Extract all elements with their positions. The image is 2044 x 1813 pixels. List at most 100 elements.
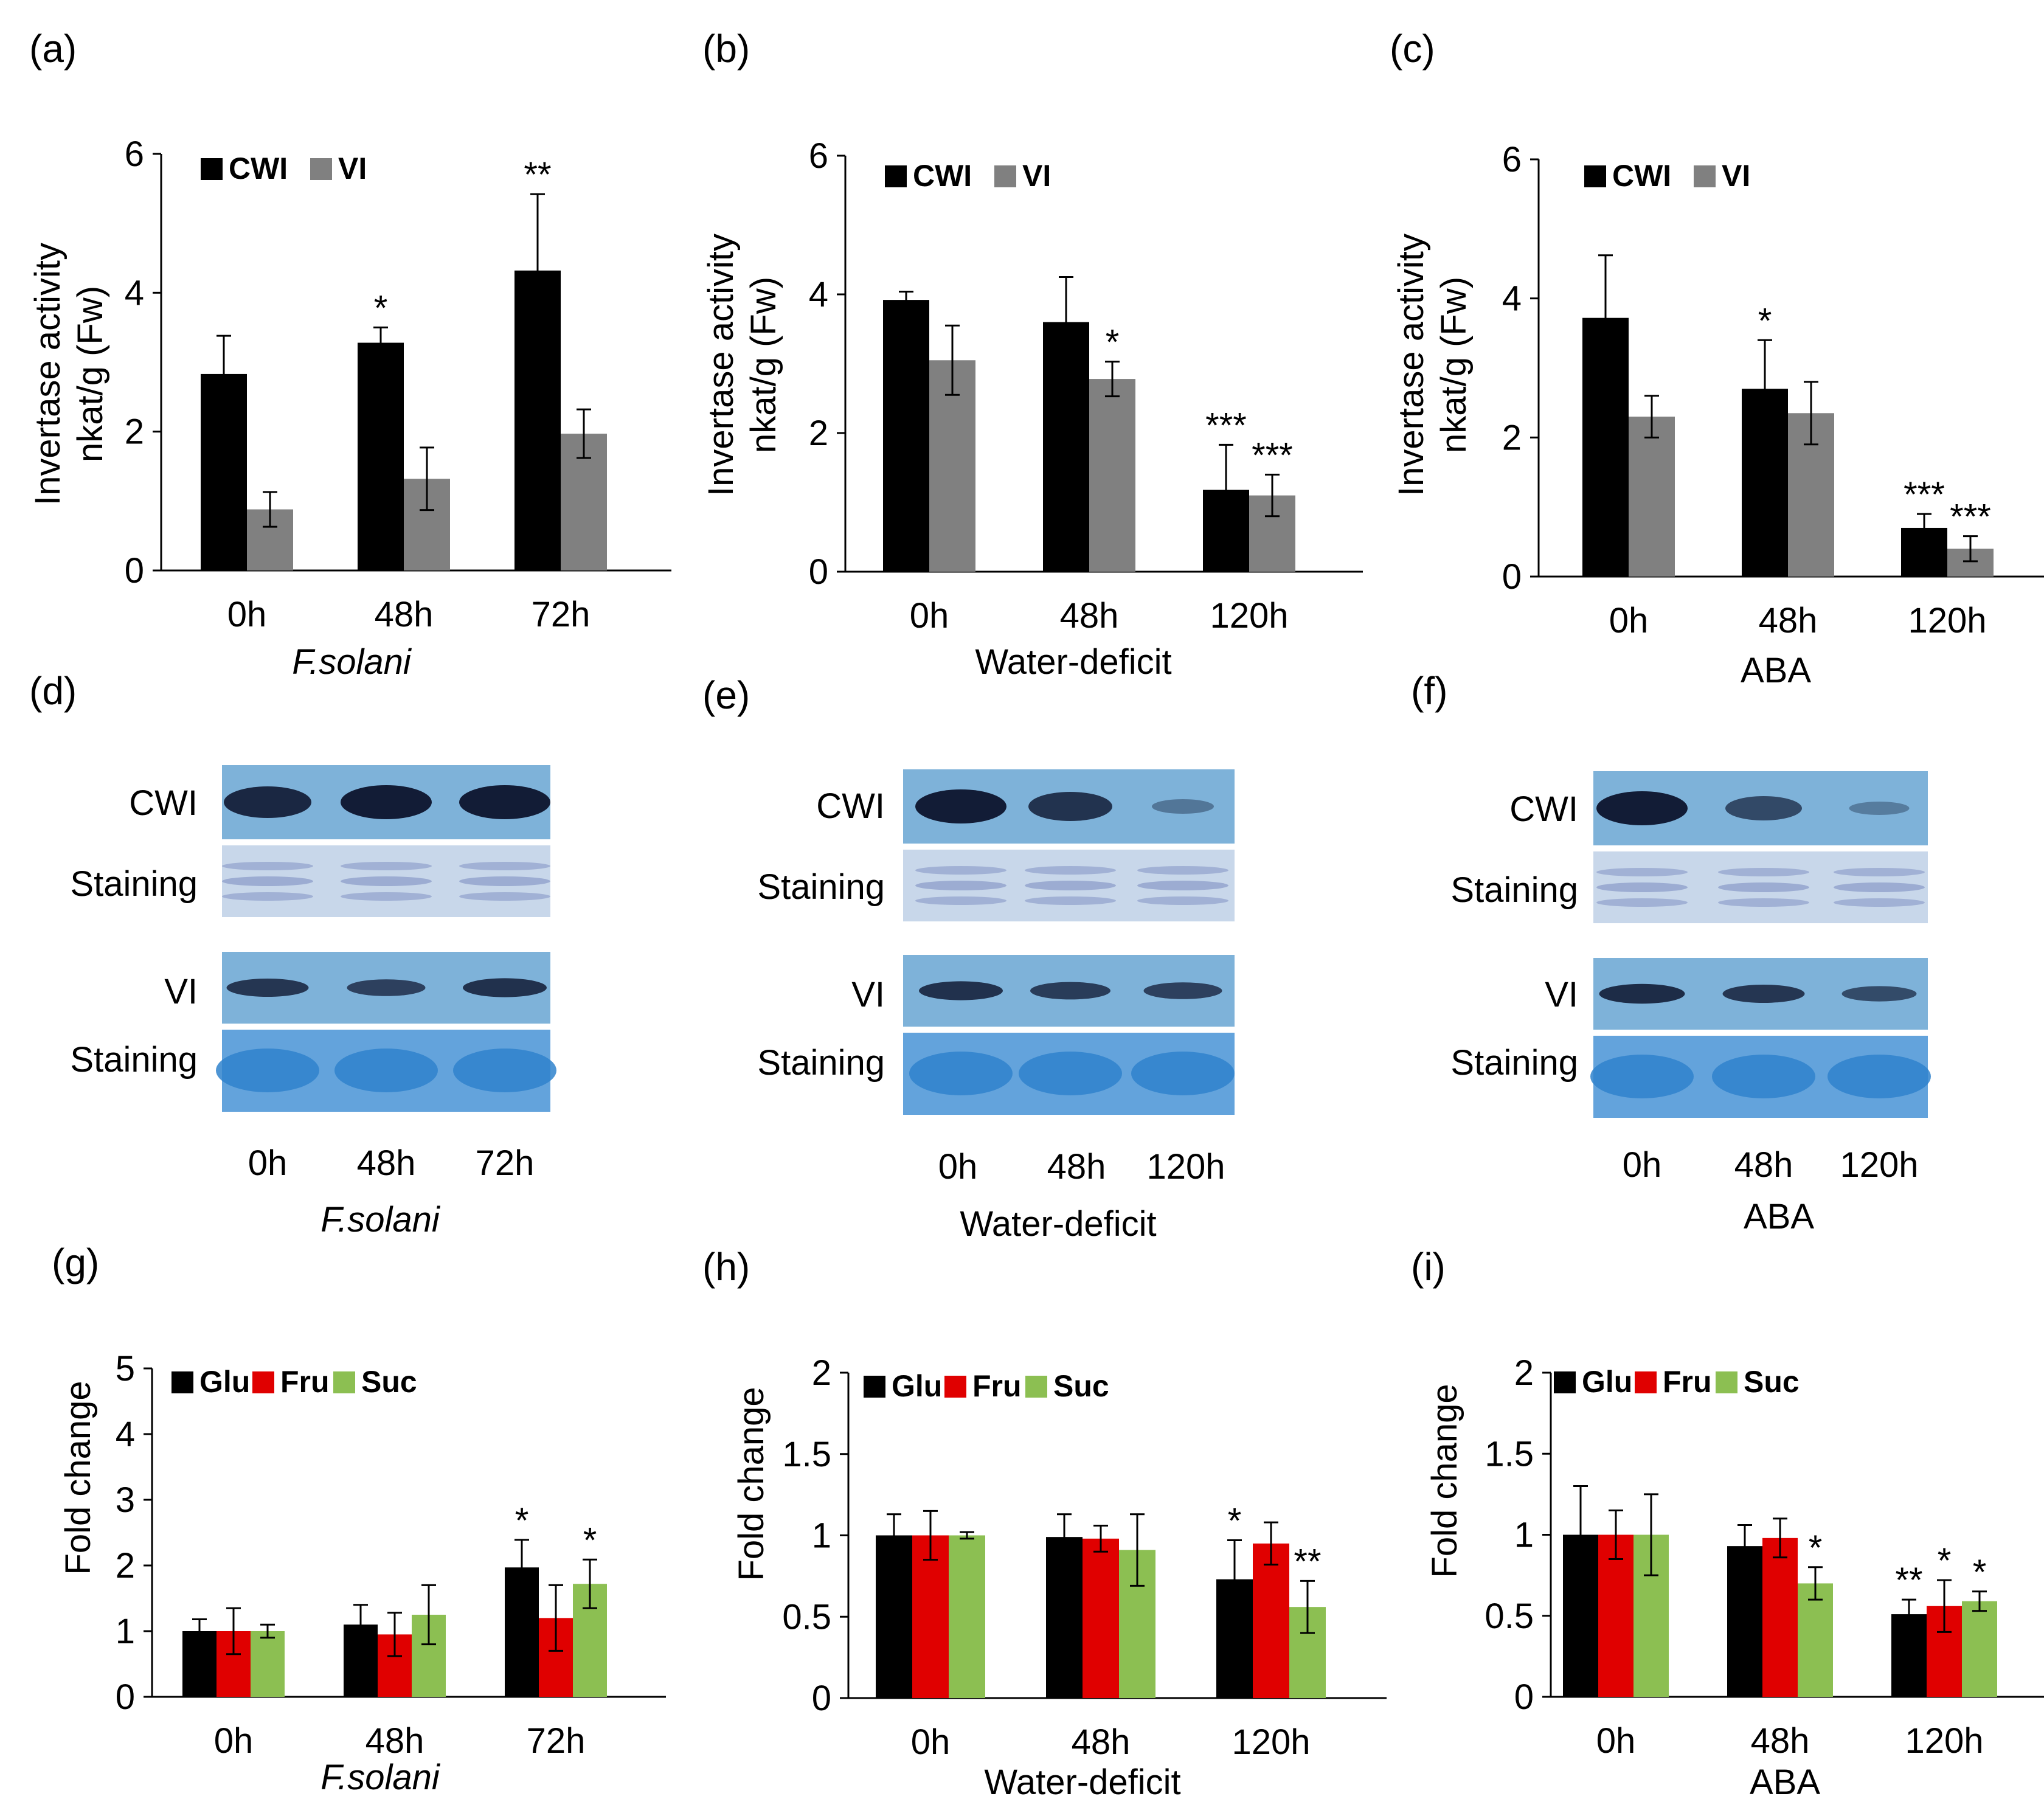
chart-c: 0 2 4 6 0h 48h * 120h ****** CWI VI [1502, 140, 2044, 640]
y-axis-label-b-line1: Invertase activity [701, 234, 741, 496]
legend-label-g-glu: Glu [199, 1365, 250, 1399]
blot-stain-band-f-a-2 [1834, 868, 1925, 876]
blot-d-lane-label-2: 48h [357, 1143, 416, 1183]
legend-label-h-glu: Glu [892, 1369, 942, 1403]
blot-f-bands [1590, 791, 1931, 1098]
y-tick-label-b-2: 4 [809, 275, 828, 314]
legend-label-g-fru: Fru [280, 1365, 330, 1399]
chart-b: 0 2 4 6 0h 48h * 120h ****** CWI VI [809, 136, 1363, 636]
blot-stain-band-f-strong-0 [1590, 1055, 1694, 1098]
blot-d-lane-label-1: 0h [248, 1143, 288, 1183]
blot-stain-band-f-strong-1 [1712, 1055, 1815, 1098]
y-tick-label-i-2: 1 [1514, 1516, 1534, 1555]
blot-band-f-vi-1 [1722, 985, 1805, 1003]
blot-stain-band-f-c-1 [1718, 898, 1809, 907]
blot-stain-band-e-c-0 [915, 896, 1006, 905]
y-axis-label-a-line1: Invertase activity [28, 243, 68, 505]
legend-swatch-i-suc [1716, 1371, 1737, 1393]
significance-h-suc-2: ** [1294, 1542, 1321, 1581]
blot-f-x-axis-label: ABA [1744, 1197, 1814, 1236]
y-tick-label-a-2: 4 [125, 273, 144, 313]
legend-label-b-cwi: CWI [913, 159, 972, 193]
legend-swatch-h-fru [944, 1376, 966, 1398]
y-axis-label-a-line2: nkat/g (Fw) [71, 286, 110, 462]
blot-band-e-vi-1 [1030, 982, 1110, 1000]
blot-stain-band-d-strong-2 [453, 1049, 556, 1092]
blot-d-x-axis-label: F.solani [320, 1200, 441, 1239]
blot-band-f-cwi-2 [1849, 802, 1910, 815]
bar-i-glu-1 [1727, 1546, 1762, 1697]
blot-band-d-vi-1 [347, 979, 426, 996]
blot-f-lane-label-3: 120h [1840, 1145, 1918, 1185]
blot-band-e-cwi-2 [1152, 799, 1214, 814]
y-tick-label-h-4: 2 [812, 1353, 831, 1393]
blot-stain-band-e-b-1 [1025, 881, 1116, 890]
bar-h-fru-2 [1253, 1543, 1289, 1698]
blot-e-lane-label-2: 48h [1047, 1147, 1106, 1187]
y-tick-label-a-3: 6 [125, 134, 144, 174]
y-axis-label-h: Fold change [732, 1387, 771, 1581]
blot-band-e-cwi-1 [1028, 792, 1112, 821]
y-tick-label-i-0: 0 [1514, 1677, 1534, 1717]
panel-label-h: (h) [702, 1245, 750, 1289]
bar-c-vi-0 [1629, 417, 1675, 577]
chart-a: 0 2 4 6 0h 48h * 72h ** CWI VI [125, 134, 671, 634]
x-tick-label-i-1: 48h [1751, 1721, 1810, 1761]
y-tick-label-h-2: 1 [812, 1516, 831, 1556]
y-tick-label-i-3: 1.5 [1484, 1434, 1534, 1474]
blot-f-row-label-cwi: CWI [1509, 789, 1578, 829]
blot-band-f-vi-0 [1599, 983, 1685, 1004]
significance-i-glu-2: ** [1895, 1561, 1922, 1600]
blot-band-f-vi-2 [1841, 986, 1917, 1002]
significance-b-cwi-2: *** [1205, 406, 1247, 445]
x-axis-label-g: F.solani [320, 1758, 441, 1797]
x-axis-label-c: ABA [1741, 651, 1811, 690]
blot-band-d-cwi-2 [459, 785, 550, 819]
y-tick-label-a-0: 0 [125, 551, 144, 591]
legend-swatch-c-cwi [1584, 165, 1606, 187]
panel-label-e: (e) [702, 673, 750, 717]
significance-b-vi-1: * [1106, 323, 1120, 362]
legend-swatch-c-vi [1694, 165, 1716, 187]
y-tick-label-b-3: 6 [809, 136, 828, 176]
blot-f-row-label-staining-1: Staining [1450, 870, 1578, 910]
y-axis-label-i: Fold change [1425, 1384, 1464, 1578]
blot-stain-band-d-a-2 [459, 862, 550, 870]
panel-label-b: (b) [702, 27, 750, 71]
blot-band-e-vi-0 [919, 981, 1003, 1000]
x-tick-label-i-0: 0h [1596, 1721, 1636, 1761]
legend-label-c-vi: VI [1722, 159, 1750, 193]
blot-stain-band-e-a-0 [915, 866, 1006, 875]
panel-label-g: (g) [52, 1241, 99, 1284]
blot-e-lane-label-3: 120h [1146, 1147, 1225, 1187]
panel-label-a: (a) [29, 27, 77, 71]
y-tick-label-c-0: 0 [1502, 557, 1522, 597]
blot-stain-band-f-b-0 [1596, 882, 1688, 892]
legend-label-i-glu: Glu [1582, 1365, 1632, 1399]
legend-swatch-a-cwi [201, 158, 223, 180]
blot-e-lane-label-1: 0h [938, 1147, 978, 1187]
blot-e-x-axis-label: Water-deficit [960, 1204, 1156, 1244]
blot-stain-band-f-c-2 [1834, 898, 1925, 907]
blot-f-row-label-staining-2: Staining [1450, 1043, 1578, 1083]
y-tick-label-g-3: 3 [116, 1480, 135, 1520]
y-axis-label-b-line2: nkat/g (Fw) [744, 277, 783, 453]
blot-e-row-label-staining-1: Staining [757, 867, 885, 907]
bar-h-glu-0 [876, 1535, 912, 1698]
x-tick-label-a-2: 72h [532, 595, 591, 634]
x-axis-label-i: ABA [1750, 1763, 1820, 1802]
bar-i-suc-2 [1962, 1601, 1997, 1697]
legend-swatch-b-cwi [885, 165, 907, 187]
blot-d-row-label-staining-1: Staining [70, 864, 198, 904]
blot-stain-band-e-a-1 [1025, 866, 1116, 875]
y-tick-label-c-3: 6 [1502, 140, 1522, 179]
x-axis-label-h: Water-deficit [984, 1763, 1180, 1802]
blot-stain-band-d-c-0 [222, 892, 313, 901]
significance-c-cwi-2: *** [1904, 475, 1945, 515]
blot-e-row-label-vi: VI [851, 975, 885, 1014]
legend-label-b-vi: VI [1022, 159, 1051, 193]
blot-band-f-cwi-0 [1596, 791, 1688, 825]
y-tick-label-h-0: 0 [812, 1679, 831, 1718]
panel-label-i: (i) [1411, 1245, 1446, 1289]
